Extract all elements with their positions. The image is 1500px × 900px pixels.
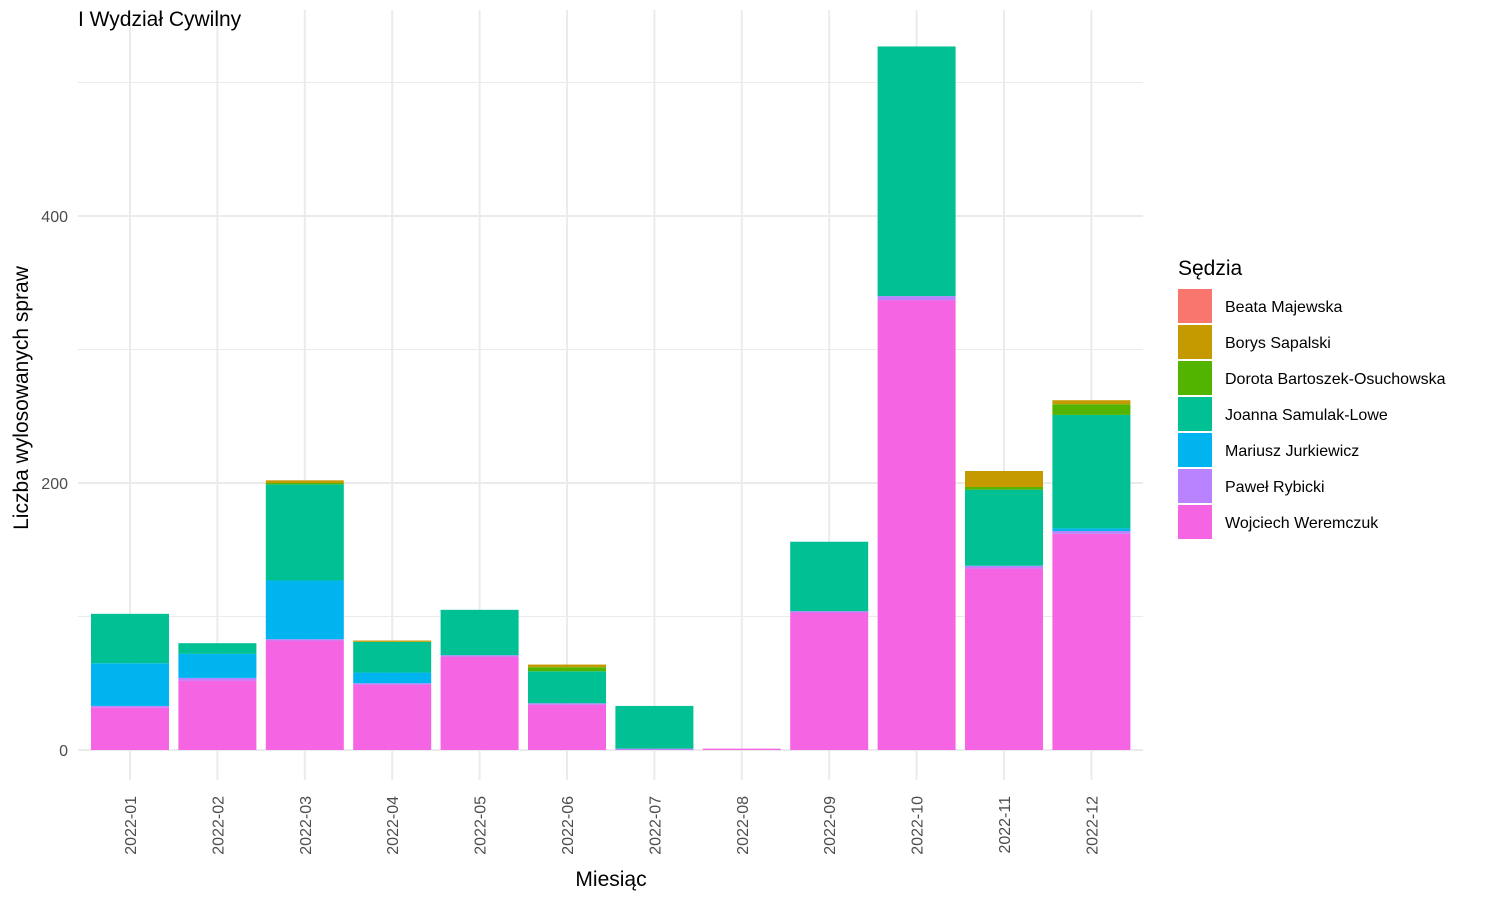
legend-label: Wojciech Weremczuk <box>1225 515 1379 532</box>
y-axis-title: Liczba wylosowanych spraw <box>10 265 33 530</box>
bar-segment <box>91 613 169 664</box>
bar-segment <box>265 483 344 485</box>
legend-label: Paweł Rybicki <box>1225 479 1325 496</box>
legend-swatch <box>1178 325 1212 359</box>
bar-segment <box>528 704 606 750</box>
y-tick-label: 400 <box>41 209 68 226</box>
legend-label: Beata Majewska <box>1225 299 1342 316</box>
x-tick-label: 2022-10 <box>910 796 927 855</box>
bar-segment <box>353 683 432 685</box>
bar-segment <box>965 487 1043 490</box>
bar-segment <box>1052 528 1131 532</box>
bars <box>91 46 1131 750</box>
bar-segment <box>877 46 956 297</box>
x-tick-label: 2022-02 <box>210 796 227 855</box>
bar-segment <box>265 480 344 483</box>
bar-segment <box>178 653 257 678</box>
bar-segment <box>353 640 432 642</box>
bar-segment <box>1052 400 1131 405</box>
bar-segment <box>528 664 606 668</box>
x-tick-label: 2022-04 <box>385 796 402 855</box>
x-tick-label: 2022-01 <box>123 796 140 855</box>
x-tick-label: 2022-07 <box>647 796 664 855</box>
bar-segment <box>965 470 1043 488</box>
legend: Beata Majewska Borys Sapalski Dorota Barto… <box>1178 289 1446 539</box>
grid <box>78 10 1143 780</box>
x-tick-label: 2022-06 <box>560 796 577 855</box>
bar-segment <box>91 663 169 706</box>
bar-segment <box>528 667 606 672</box>
x-tick-label: 2022-05 <box>473 796 490 855</box>
legend-swatch <box>1178 361 1212 395</box>
x-tick-label: 2022-11 <box>997 796 1014 854</box>
y-tick-label: 200 <box>41 476 68 493</box>
bar-segment <box>877 300 956 750</box>
y-tick-label: 0 <box>59 743 68 760</box>
bar-segment <box>440 609 519 656</box>
bar-segment <box>615 705 694 749</box>
legend-label: Borys Sapalski <box>1225 335 1331 352</box>
legend-swatch <box>1178 505 1212 539</box>
x-tick-label: 2022-03 <box>298 796 315 855</box>
legend-label: Joanna Samulak-Lowe <box>1225 407 1388 424</box>
legend-swatch <box>1178 433 1212 467</box>
bar-segment <box>265 640 344 750</box>
bar-segment <box>528 671 606 704</box>
bar-segment <box>965 489 1043 566</box>
bar-segment <box>353 641 432 673</box>
bar-segment <box>178 680 257 750</box>
bar-segment <box>178 677 257 681</box>
legend-swatch <box>1178 289 1212 323</box>
x-tick-label: 2022-09 <box>822 796 839 855</box>
bar-segment <box>91 705 169 708</box>
bar-segment <box>877 296 956 301</box>
bar-segment <box>965 565 1043 569</box>
bar-segment <box>265 580 344 640</box>
bar-segment <box>965 568 1043 750</box>
chart-title: I Wydział Cywilny <box>78 8 242 31</box>
bar-segment <box>91 707 169 750</box>
bar-segment <box>790 611 869 613</box>
x-tick-label: 2022-08 <box>735 796 752 855</box>
bar-segment <box>1052 533 1131 750</box>
legend-swatch <box>1178 397 1212 431</box>
bar-segment <box>1052 531 1131 534</box>
legend-title: Sędzia <box>1178 257 1243 280</box>
bar-segment <box>790 541 869 612</box>
x-axis-title: Miesiąc <box>575 868 646 891</box>
bar-segment <box>265 639 344 641</box>
legend-swatch <box>1178 469 1212 503</box>
legend-label: Dorota Bartoszek-Osuchowska <box>1225 371 1446 388</box>
bar-segment <box>1052 414 1131 529</box>
x-tick-label: 2022-12 <box>1084 796 1101 855</box>
y-axis-ticks: 0 200 400 <box>41 209 68 760</box>
bar-segment <box>1052 404 1131 415</box>
bar-segment <box>528 703 606 705</box>
bar-segment <box>790 612 869 750</box>
bar-segment <box>178 643 257 654</box>
bar-segment <box>702 748 781 750</box>
x-axis-ticks: 2022-01 2022-02 2022-03 2022-04 2022-05 2022-… <box>123 796 1101 855</box>
bar-segment <box>353 684 432 750</box>
bar-segment <box>353 672 432 684</box>
legend-label: Mariusz Jurkiewicz <box>1225 443 1359 460</box>
bar-segment <box>615 748 694 750</box>
bar-segment <box>440 655 519 657</box>
bar-segment <box>440 656 519 750</box>
bar-segment <box>265 484 344 581</box>
